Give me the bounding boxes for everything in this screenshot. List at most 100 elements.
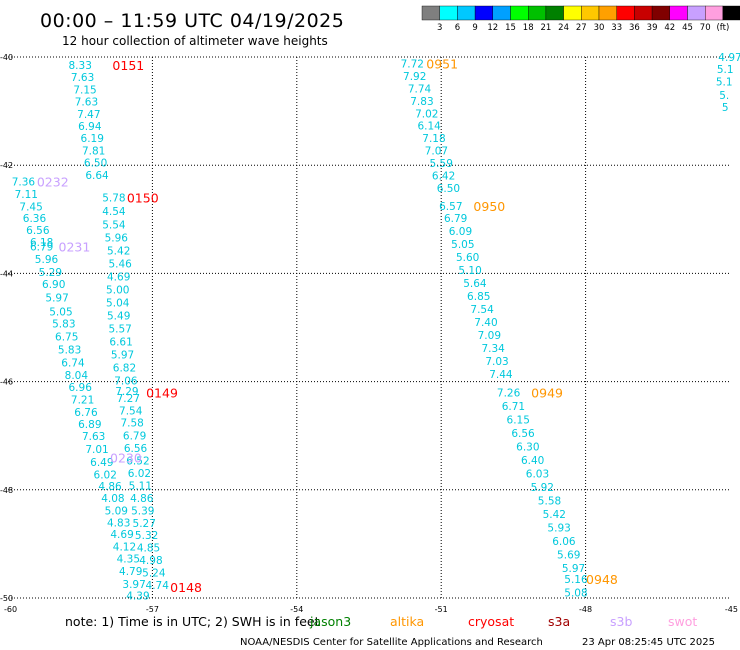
map-footer: note: 1) Time is in UTC; 2) SWH is in fe… <box>65 614 715 648</box>
wave-height-label: 4.74 <box>146 580 170 592</box>
wave-height-label: 5.05 <box>49 306 72 318</box>
longitude-tick-label: -60 <box>4 605 17 614</box>
wave-height-label: 6.57 <box>439 201 462 213</box>
wave-height-label: 7.63 <box>75 96 98 108</box>
wave-height-label: 6.94 <box>78 121 102 133</box>
wave-height-label: 5.93 <box>547 523 570 535</box>
longitude-tick-label: -54 <box>290 605 303 614</box>
wave-height-label: 6.09 <box>449 226 472 238</box>
color-swatch <box>705 5 724 21</box>
wave-height-label: 6.85 <box>467 291 490 303</box>
color-scale-label: (ft) <box>716 23 729 33</box>
wave-height-label: 5.92 <box>531 482 554 494</box>
pass-time-label: 0949 <box>531 385 563 400</box>
wave-height-label: 7.03 <box>485 356 508 368</box>
wave-height-label: 7.15 <box>73 84 96 96</box>
wave-height-label: 5.60 <box>456 252 479 264</box>
wave-height-label: 4.35 <box>117 554 140 566</box>
color-swatch <box>581 5 600 21</box>
wave-height-label: 7.26 <box>497 387 521 399</box>
wave-height-label: 8.04 <box>65 370 89 382</box>
color-scale-label: 15 <box>505 23 516 33</box>
wave-height-label: 5.83 <box>58 345 81 357</box>
wave-height-label: 7.54 <box>119 405 143 417</box>
color-scale-label: 36 <box>629 23 640 33</box>
color-scale-label: 42 <box>664 23 675 33</box>
wave-height-label: 5.10 <box>458 265 481 277</box>
pass-time-label: 0150 <box>127 191 159 206</box>
color-scale-label: 45 <box>682 23 693 33</box>
color-swatch <box>669 5 688 21</box>
wave-height-label: 7.09 <box>478 330 501 342</box>
satellite-legend-item: s3b <box>610 614 632 629</box>
map-grid <box>8 56 730 599</box>
map-title: 00:00 – 11:59 UTC 04/19/2025 <box>40 10 344 32</box>
wave-height-label: 5.57 <box>108 324 131 336</box>
wave-height-label: 4.79 <box>119 566 142 578</box>
wave-height-label: 7.54 <box>470 304 494 316</box>
wave-height-label: 6.50 <box>84 157 107 169</box>
wave-height-label: 5.29 <box>39 267 62 279</box>
wave-height-label: 5 <box>722 102 729 114</box>
wave-height-label: 4.85 <box>137 543 160 555</box>
wave-height-label: 6.19 <box>81 133 104 145</box>
wave-height-label: 4.86 <box>130 493 154 505</box>
wave-height-label: 5.49 <box>107 311 130 323</box>
satellite-legend-item: s3a <box>548 614 570 629</box>
wave-height-label: 6.50 <box>437 183 460 195</box>
wave-height-label: 7.07 <box>425 146 448 158</box>
wave-height-label: 4.97 <box>718 52 740 64</box>
color-scale-label: 70 <box>700 23 711 33</box>
axis-tick-labels: -60 -57 -54 -51 -48 -45 -40 -42 -44 -46 -48 -50 <box>0 53 738 614</box>
credit-text: NOAA/NESDIS Center for Satellite Applica… <box>240 637 543 648</box>
color-scale-legend: 3 6 9 12 15 18 21 24 27 30 33 36 39 42 45 70 (ft) <box>421 5 740 33</box>
wave-height-label: 6.64 <box>85 170 109 182</box>
wave-height-label: 5.00 <box>106 285 129 297</box>
pass-time-labels: 0151 0150 0149 0148 0232 0231 0230 0951 0950 0949… <box>37 56 618 595</box>
wave-height-label: 5.46 <box>108 259 132 271</box>
latitude-tick-label: -50 <box>0 594 13 603</box>
wave-height-label: 6.74 <box>61 358 85 370</box>
wave-height-label: 7.27 <box>117 393 140 405</box>
wave-height-label: 4.54 <box>102 206 126 218</box>
wave-height-label: 5.78 <box>102 193 125 205</box>
wave-height-label: 6.03 <box>526 469 549 481</box>
wave-height-label: 5.97 <box>562 563 585 575</box>
wave-height-label: 5.97 <box>45 293 68 305</box>
wave-height-label: 7.92 <box>403 71 426 83</box>
wave-height-label: 6.96 <box>69 382 93 394</box>
wave-height-label: 5.05 <box>451 239 474 251</box>
wave-height-label: 5.42 <box>543 509 566 521</box>
wave-height-label: 7.01 <box>85 444 108 456</box>
wave-height-label: 7.29 <box>115 386 138 398</box>
color-swatch <box>439 5 458 21</box>
wave-height-label: 5.04 <box>106 298 130 310</box>
color-swatch <box>474 5 494 21</box>
wave-height-label: 6.02 <box>94 470 117 482</box>
wave-height-label: 6.75 <box>55 332 78 344</box>
color-swatch <box>545 5 564 21</box>
latitude-tick-label: -48 <box>0 486 13 495</box>
wave-height-label: 7.47 <box>77 109 100 121</box>
wave-height-label: 5.08 <box>564 588 587 600</box>
color-swatch <box>722 5 740 21</box>
wave-height-label: 6.52 <box>126 456 149 468</box>
color-scale-label: 9 <box>472 23 477 33</box>
wave-height-label: 7.81 <box>82 146 105 158</box>
wave-height-label: 4.86 <box>98 481 122 493</box>
wave-height-label: 5.11 <box>129 480 152 492</box>
color-swatch <box>616 5 635 21</box>
wave-height-label: 5.16 <box>564 574 588 586</box>
wave-height-label: 7.83 <box>410 96 433 108</box>
wave-height-label: 5.96 <box>105 233 129 245</box>
wave-height-label: 6.71 <box>502 401 525 413</box>
color-swatch <box>492 5 511 21</box>
pass-time-label: 0149 <box>146 385 178 400</box>
wave-height-label: 6.76 <box>74 407 98 419</box>
wave-height-label: 7.06 <box>114 376 138 388</box>
wave-height-label: 7.40 <box>474 317 497 329</box>
wave-height-label: 7.44 <box>489 369 513 381</box>
wave-height-label: 5.59 <box>430 158 453 170</box>
latitude-tick-label: -44 <box>0 269 13 278</box>
wave-height-labels: 8.337.637.157.637.476.946.197.816.506.64… <box>12 52 740 602</box>
